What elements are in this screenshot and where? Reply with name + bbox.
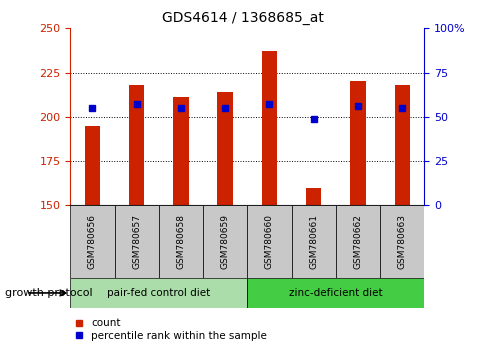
Text: growth protocol: growth protocol <box>5 288 92 298</box>
Bar <box>129 85 144 205</box>
Text: GSM780659: GSM780659 <box>220 214 229 269</box>
Bar <box>203 205 247 278</box>
Bar <box>247 278 424 308</box>
Bar <box>114 205 158 278</box>
Text: GSM780657: GSM780657 <box>132 214 141 269</box>
Legend: count, percentile rank within the sample: count, percentile rank within the sample <box>76 319 267 341</box>
Text: GSM780663: GSM780663 <box>397 214 406 269</box>
Bar <box>261 51 277 205</box>
Text: zinc-deficient diet: zinc-deficient diet <box>288 288 382 298</box>
Bar <box>349 81 365 205</box>
Bar <box>85 126 100 205</box>
Bar <box>247 205 291 278</box>
Bar <box>335 205 379 278</box>
Text: GSM780662: GSM780662 <box>353 214 362 269</box>
Bar <box>158 205 203 278</box>
Text: pair-fed control diet: pair-fed control diet <box>107 288 210 298</box>
Text: GDS4614 / 1368685_at: GDS4614 / 1368685_at <box>161 11 323 25</box>
Bar <box>393 85 409 205</box>
Bar <box>291 205 335 278</box>
Bar <box>173 97 188 205</box>
Bar <box>70 205 114 278</box>
Bar <box>70 278 247 308</box>
Text: GSM780661: GSM780661 <box>309 214 318 269</box>
Bar <box>217 92 232 205</box>
Bar <box>305 188 321 205</box>
Text: GSM780656: GSM780656 <box>88 214 97 269</box>
Bar <box>379 205 424 278</box>
Text: GSM780660: GSM780660 <box>264 214 273 269</box>
Text: GSM780658: GSM780658 <box>176 214 185 269</box>
